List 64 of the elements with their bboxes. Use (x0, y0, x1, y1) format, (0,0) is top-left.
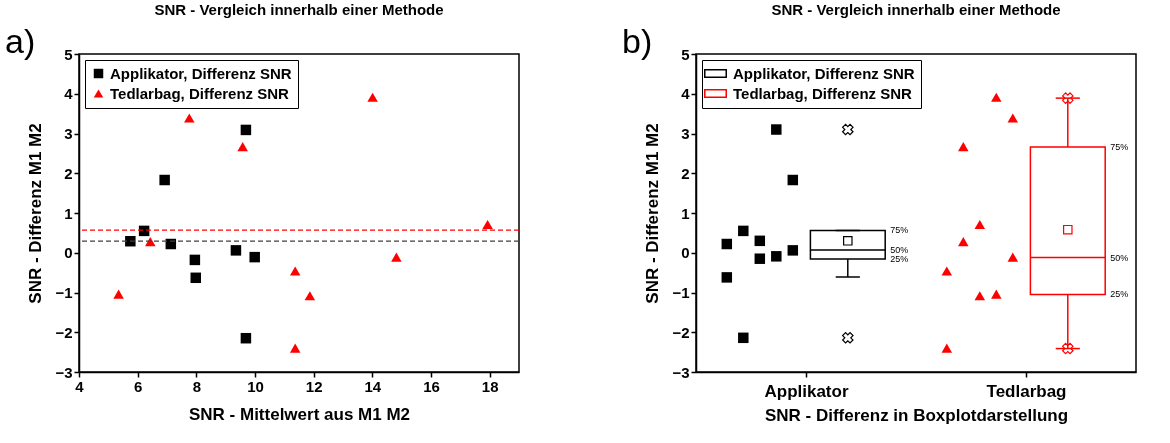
y-tick-label: 3 (64, 125, 73, 142)
legend-label: Tedlarbag, Differenz SNR (733, 84, 913, 102)
point (240, 332, 252, 344)
x-tick-label: Applikator (764, 381, 849, 401)
y-tick-label: 4 (681, 85, 691, 103)
y-tick-label: −1 (672, 284, 690, 301)
y-tick-label: 0 (64, 244, 73, 262)
x-tick-label: 10 (247, 377, 264, 395)
y-tick-label: 2 (681, 164, 690, 182)
annotation: 75% (890, 225, 909, 236)
point (237, 142, 248, 152)
legend-label: Tedlarbag, Differenz SNR (110, 84, 290, 102)
y-tick-label: 5 (681, 45, 690, 63)
y-tick-label: −3 (55, 363, 73, 381)
chart-title: SNR - Vergleich innerhalb einer Methode (771, 1, 1061, 18)
annotation: 50% (890, 244, 909, 255)
y-tick-label: 2 (64, 164, 73, 182)
x-tick-label: 14 (364, 377, 382, 395)
y-tick-label: 4 (64, 85, 74, 103)
point (289, 343, 301, 353)
point (113, 289, 124, 299)
x-tick-label: 6 (133, 377, 143, 395)
y-tick-label: 1 (681, 204, 690, 222)
point (249, 251, 260, 263)
point (289, 266, 301, 276)
y-tick-label: 5 (64, 45, 73, 63)
y-tick-label: 3 (681, 125, 690, 142)
x-tick-label: 12 (305, 377, 323, 395)
point (240, 124, 252, 136)
chart-title: SNR - Vergleich innerhalb einer Methode (154, 1, 444, 18)
point (189, 254, 201, 266)
annotation: 25% (1110, 289, 1129, 300)
y-tick-label: −2 (672, 323, 690, 341)
point (125, 235, 136, 247)
point (184, 113, 195, 123)
annotation: 25% (890, 254, 909, 265)
y-tick-label: 1 (64, 204, 73, 222)
y-tick-label: 0 (681, 244, 690, 262)
point (190, 272, 201, 284)
x-tick-label: 18 (481, 377, 499, 395)
legend-label: Applikator, Differenz SNR (733, 64, 915, 82)
legend-label: Applikator, Differenz SNR (110, 64, 292, 82)
y-axis-title: SNR - Differenz M1 M2 (643, 123, 663, 304)
x-tick-label: Tedlarbag (986, 381, 1067, 401)
text: b) (622, 22, 653, 60)
point (391, 252, 402, 262)
x-tick-label: 8 (192, 377, 202, 395)
point (482, 219, 493, 230)
x-tick-label: 4 (75, 377, 85, 395)
point (304, 291, 316, 301)
point (159, 174, 170, 186)
x-axis-title: SNR - Mittelwert aus M1 M2 (188, 404, 411, 424)
y-tick-label: −3 (672, 363, 690, 381)
point (145, 237, 156, 247)
y-axis-title: SNR - Differenz M1 M2 (26, 123, 46, 304)
annotation: 50% (1110, 252, 1129, 263)
x-tick-label: 16 (423, 377, 440, 395)
point (230, 245, 242, 256)
y-tick-label: −2 (55, 323, 73, 341)
point (367, 92, 378, 102)
x-axis-title: SNR - Differenz in Boxplotdarstellung (764, 405, 1069, 425)
y-tick-label: −1 (55, 284, 73, 301)
annotation: 75% (1110, 142, 1129, 153)
text: a) (5, 22, 36, 60)
